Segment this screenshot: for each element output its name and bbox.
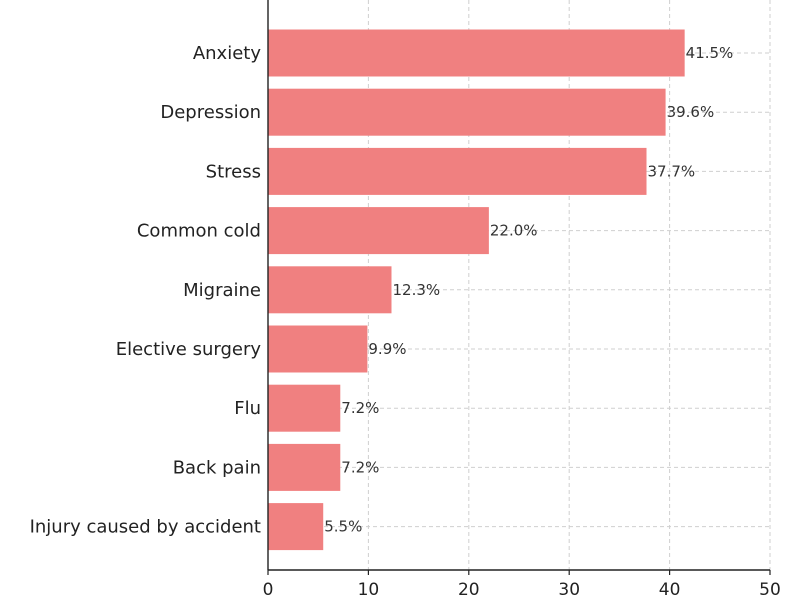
x-tick-label: 40	[659, 580, 681, 600]
x-tick-label: 50	[759, 580, 781, 600]
category-label: Common cold	[137, 221, 261, 242]
bar-depression	[268, 88, 666, 136]
bar-migraine	[268, 266, 392, 314]
category-labels: Anxiety Depression Stress Common cold Migrai…	[30, 43, 262, 538]
value-label: 22.0%	[490, 222, 538, 240]
bar-injury-caused-by-accident	[268, 503, 324, 551]
category-label: Anxiety	[193, 43, 262, 64]
category-label: Back pain	[173, 457, 261, 478]
value-label: 12.3%	[392, 281, 440, 299]
category-label: Stress	[206, 161, 261, 182]
x-tick-label: 20	[458, 580, 480, 600]
value-label: 5.5%	[324, 518, 362, 536]
bar-anxiety	[268, 29, 685, 77]
x-tick-label: 30	[558, 580, 580, 600]
value-label: 41.5%	[686, 44, 734, 62]
value-labels: 41.5% 39.6% 37.7% 22.0% 12.3% 9.9% 7.2% 7.2% 5.5…	[324, 44, 733, 536]
value-label: 39.6%	[667, 103, 715, 121]
value-label: 7.2%	[341, 399, 379, 417]
bar-flu	[268, 384, 341, 432]
value-label: 7.2%	[341, 458, 379, 476]
x-ticks: 0 10 20 30 40 50	[263, 570, 781, 600]
value-label: 37.7%	[648, 162, 696, 180]
bar-elective-surgery	[268, 325, 368, 373]
x-tick-label: 0	[263, 580, 274, 600]
bars	[268, 29, 685, 551]
category-label: Migraine	[183, 280, 261, 301]
axes	[267, 0, 770, 571]
category-label: Injury caused by accident	[30, 517, 261, 538]
x-tick-label: 10	[358, 580, 380, 600]
category-label: Elective surgery	[116, 339, 262, 360]
category-label: Flu	[234, 398, 261, 419]
bar-common-cold	[268, 207, 489, 255]
bar-stress	[268, 147, 647, 195]
value-label: 9.9%	[368, 340, 406, 358]
bar-back-pain	[268, 443, 341, 491]
category-label: Depression	[160, 102, 261, 123]
